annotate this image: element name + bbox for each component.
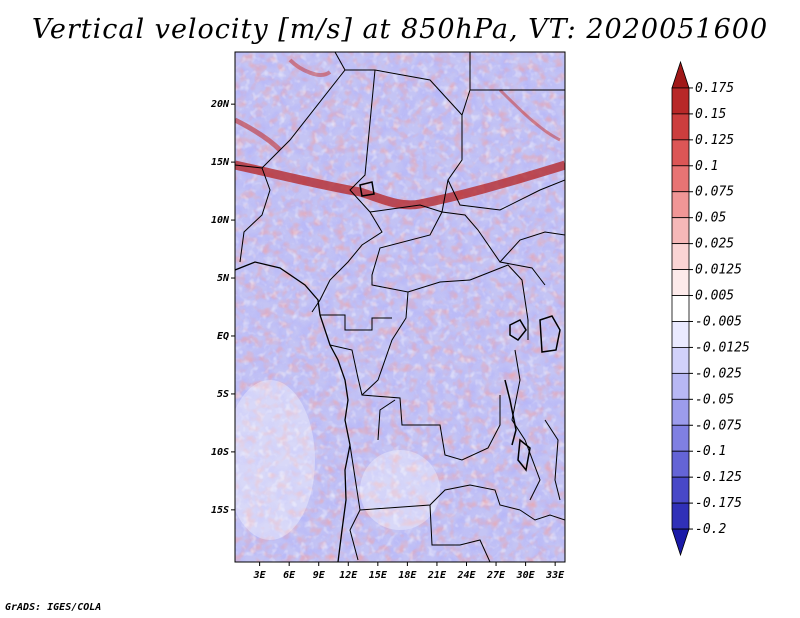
colorbar-label: -0.025 xyxy=(695,366,742,381)
colorbar: 0.175 0.15 0.125 0.1 0.075 0.05 0.025 0.0125 0.0… xyxy=(671,60,750,557)
colorbar-swatch xyxy=(671,424,690,452)
colorbar-swatch xyxy=(671,372,690,400)
latitude-axis: 20N 15N 10N 5N EQ 5S 10S 15S xyxy=(210,99,235,516)
colorbar-swatch xyxy=(671,528,690,557)
colorbar-swatch xyxy=(671,450,690,478)
grads-credit: GrADS: IGES/COLA xyxy=(5,602,102,613)
colorbar-label: 0.075 xyxy=(695,185,734,200)
colorbar-label: -0.005 xyxy=(695,314,742,329)
colorbar-swatch xyxy=(671,60,690,89)
velocity-field xyxy=(235,52,565,562)
colorbar-label: -0.125 xyxy=(695,470,742,485)
coastline xyxy=(235,261,351,562)
lat-tick-label: 5S xyxy=(217,389,229,400)
colorbar-swatch xyxy=(671,295,690,322)
lon-tick-label: 24E xyxy=(456,570,476,581)
colorbar-swatch xyxy=(671,243,690,270)
lon-tick-label: 6E xyxy=(283,570,296,581)
colorbar-label: 0.175 xyxy=(695,81,734,96)
lat-tick-label: 15N xyxy=(211,157,230,168)
colorbar-label: -0.1 xyxy=(695,444,726,459)
colorbar-label: 0.15 xyxy=(695,107,726,122)
lat-tick-label: 5N xyxy=(217,273,230,284)
colorbar-swatch xyxy=(671,502,690,530)
lakes xyxy=(359,181,561,472)
country-boundaries xyxy=(235,52,565,562)
longitude-axis: 3E 6E 9E 12E 15E 18E 21E 24E 27E 30E 33E xyxy=(253,562,565,581)
map-frame xyxy=(234,51,566,563)
lat-tick-label: 15S xyxy=(211,505,229,516)
lon-tick-label: 3E xyxy=(253,570,267,581)
lon-tick-label: 15E xyxy=(369,570,388,581)
colorbar-swatch xyxy=(671,476,690,504)
colorbar-swatch xyxy=(671,398,690,426)
colorbar-swatch xyxy=(671,217,690,245)
lon-tick-label: 33E xyxy=(545,570,565,581)
colorbar-label: 0.025 xyxy=(695,237,734,252)
lon-tick-label: 18E xyxy=(398,570,417,581)
colorbar-swatch xyxy=(671,269,690,296)
colorbar-swatch xyxy=(671,113,690,141)
colorbar-swatch xyxy=(671,87,690,115)
colorbar-label: -0.05 xyxy=(695,392,734,407)
lon-tick-label: 21E xyxy=(427,570,447,581)
lat-tick-label: 10N xyxy=(211,215,230,226)
colorbar-swatch xyxy=(671,139,690,167)
colorbar-label: 0.0125 xyxy=(695,263,742,278)
colorbar-swatch xyxy=(671,347,690,374)
lat-tick-label: EQ xyxy=(217,331,229,342)
colorbar-label: 0.05 xyxy=(695,211,726,226)
chart-title: Vertical velocity [m/s] at 850hPa, VT: 2… xyxy=(31,14,769,45)
lon-tick-label: 12E xyxy=(339,570,358,581)
colorbar-label: -0.2 xyxy=(695,522,726,537)
lat-tick-label: 20N xyxy=(210,99,230,110)
lat-tick-label: 10S xyxy=(211,447,229,458)
colorbar-label: 0.1 xyxy=(695,159,718,174)
colorbar-label: -0.0125 xyxy=(695,340,750,355)
colorbar-swatch xyxy=(671,321,690,348)
lon-tick-label: 27E xyxy=(486,570,506,581)
colorbar-swatch xyxy=(671,165,690,193)
lon-tick-label: 30E xyxy=(516,570,536,581)
lon-tick-label: 9E xyxy=(313,570,326,581)
colorbar-label: 0.005 xyxy=(695,289,734,304)
colorbar-label: -0.075 xyxy=(695,418,742,433)
colorbar-swatch xyxy=(671,191,690,219)
colorbar-label: 0.125 xyxy=(695,133,734,148)
colorbar-label: -0.175 xyxy=(695,496,742,511)
